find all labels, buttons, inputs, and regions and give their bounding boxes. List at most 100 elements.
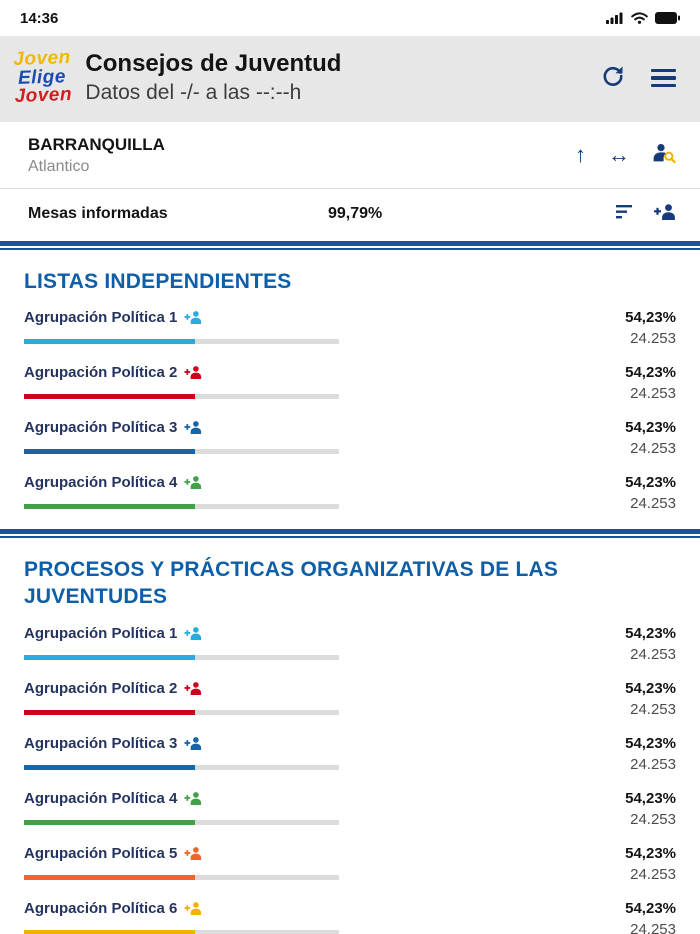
party-percent: 54,23% [625,309,676,327]
hamburger-icon [651,68,676,88]
vote-bar-track [24,654,339,660]
party-item: Agrupación Política 2 54,23% 24.253 [24,680,676,718]
person-add-icon [184,736,202,750]
party-votes: 24.253 [630,700,676,718]
results-sections: LISTAS INDEPENDIENTES Agrupación Polític… [0,240,700,934]
candidates-view-button[interactable] [652,201,678,227]
party-item: Agrupación Política 3 54,23% 24.253 [24,419,676,457]
party-votes: 24.253 [630,810,676,828]
party-percent: 54,23% [625,624,676,642]
party-item: Agrupación Política 3 54,23% 24.253 [24,735,676,773]
results-section: LISTAS INDEPENDIENTES Agrupación Polític… [0,268,700,512]
person-add-icon [184,476,202,490]
vote-bar-track [24,709,339,715]
vote-bar-fill [24,394,195,400]
party-name: Agrupación Política 3 [24,419,178,437]
vote-bar-track [24,504,339,510]
refresh-icon [603,66,623,87]
menu-button[interactable] [649,62,678,93]
party-votes: 24.253 [630,645,676,663]
vote-bar-fill [24,874,195,880]
data-timestamp: Datos del -/- a las --:--h [85,81,302,105]
vote-bar-track [24,929,339,934]
party-item: Agrupación Política 6 54,23% 24.253 [24,900,676,934]
party-percent: 54,23% [625,789,676,807]
sort-results-button[interactable] [612,201,636,227]
party-item: Agrupación Política 4 54,23% 24.253 [24,790,676,828]
status-bar: 14:36 [0,0,700,36]
party-item: Agrupación Política 2 54,23% 24.253 [24,364,676,402]
vote-bar-track [24,819,339,825]
party-percent: 54,23% [625,734,676,752]
party-percent: 54,23% [625,419,676,437]
app-logo: Joven Elige Joven [13,47,73,108]
party-list: Agrupación Política 1 54,23% 24.253 Agru… [24,625,676,934]
party-percent: 54,23% [625,679,676,697]
clock: 14:36 [20,9,59,27]
scroll-up-button[interactable]: ↑ [573,142,588,168]
mesas-informadas-row: Mesas informadas 99,79% [0,188,700,239]
party-item: Agrupación Política 4 54,23% 24.253 [24,474,676,512]
vote-bar-fill [24,764,195,770]
location-bar: BARRANQUILLA Atlantico ↑ ↔ [0,121,700,189]
party-votes: 24.253 [630,385,676,403]
party-votes: 24.253 [630,330,676,348]
party-name: Agrupación Política 3 [24,734,178,752]
person-add-icon [184,421,202,435]
vote-bar-track [24,394,339,400]
party-name: Agrupación Política 1 [24,309,178,327]
logo-line-3: Joven [14,84,73,108]
vote-bar-fill [24,654,195,660]
vote-bar-fill [24,504,195,510]
vote-bar-track [24,874,339,880]
section-divider [0,529,700,539]
person-add-icon [184,846,202,860]
person-add-icon [184,681,202,695]
party-name: Agrupación Política 6 [24,899,178,917]
vote-bar-track [24,764,339,770]
section-title: PROCESOS Y PRÁCTICAS ORGANIZATIVAS DE LA… [24,558,559,609]
party-votes: 24.253 [630,865,676,883]
arrow-up-icon: ↑ [575,142,586,168]
location-department: Atlantico [28,157,90,175]
party-list: Agrupación Política 1 54,23% 24.253 Agru… [24,309,676,512]
party-name: Agrupación Política 2 [24,364,178,382]
arrow-left-right-icon: ↔ [608,142,630,168]
party-percent: 54,23% [625,899,676,917]
party-item: Agrupación Política 1 54,23% 24.253 [24,309,676,347]
party-percent: 54,23% [625,844,676,862]
section-divider [0,240,700,250]
party-item: Agrupación Política 5 54,23% 24.253 [24,845,676,883]
party-item: Agrupación Política 1 54,23% 24.253 [24,625,676,663]
mesas-value: 99,79% [328,204,383,222]
vote-bar-fill [24,819,195,825]
battery-icon [655,12,680,24]
vote-bar-track [24,449,339,455]
app-header: Joven Elige Joven Consejos de Juventud D… [0,36,700,122]
wifi-icon [631,12,648,24]
mesas-label: Mesas informadas [28,204,168,222]
refresh-button[interactable] [599,62,627,93]
cellular-signal-icon [606,12,623,24]
party-name: Agrupación Política 5 [24,844,178,862]
vote-bar-track [24,339,339,345]
search-location-button[interactable] [650,141,678,170]
party-percent: 54,23% [625,364,676,382]
person-add-icon [184,366,202,380]
location-city: BARRANQUILLA [28,134,165,154]
person-add-icon [184,626,202,640]
party-name: Agrupación Política 4 [24,474,178,492]
party-name: Agrupación Política 1 [24,624,178,642]
expand-horizontal-button[interactable]: ↔ [606,142,632,168]
sort-lines-icon [616,204,632,219]
vote-bar-fill [24,449,195,455]
party-votes: 24.253 [630,755,676,773]
party-votes: 24.253 [630,495,676,513]
vote-bar-fill [24,709,195,715]
section-title: LISTAS INDEPENDIENTES [24,269,292,293]
results-section: PROCESOS Y PRÁCTICAS ORGANIZATIVAS DE LA… [0,556,700,934]
party-name: Agrupación Política 2 [24,679,178,697]
person-search-icon [653,143,676,163]
party-votes: 24.253 [630,440,676,458]
page-title: Consejos de Juventud [85,50,342,78]
